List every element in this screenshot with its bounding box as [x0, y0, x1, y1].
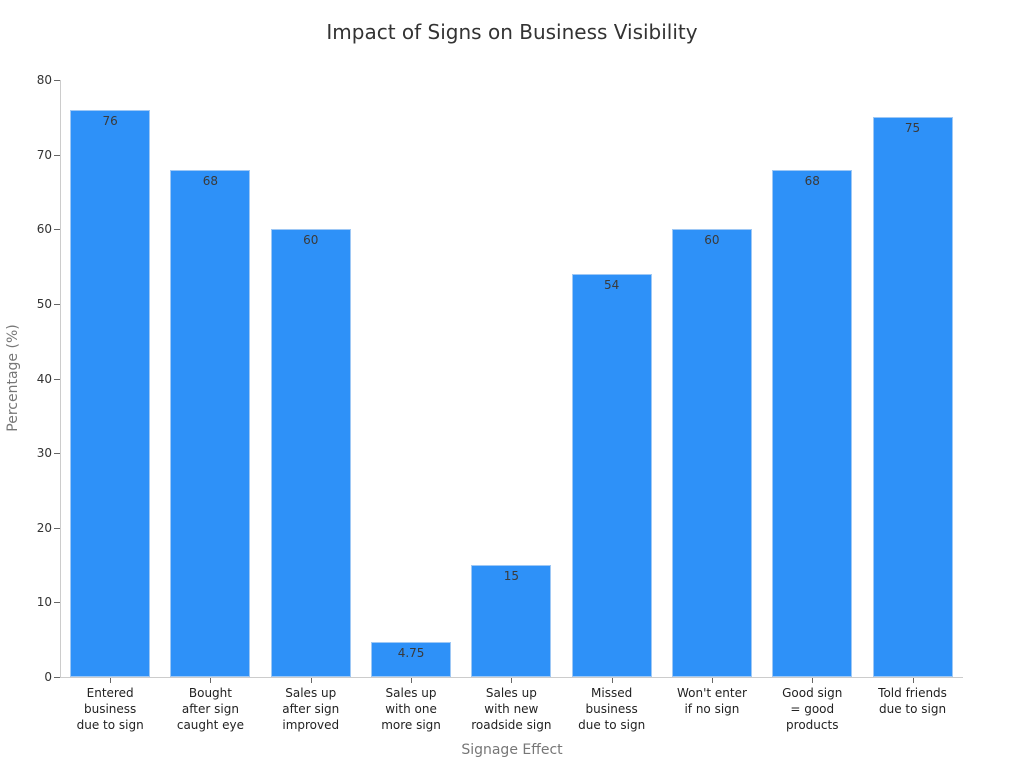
x-tick-label: Good sign = good products [782, 686, 843, 732]
bar-value-label: 68 [804, 173, 820, 188]
x-tick-label: Won't enter if no sign [676, 686, 747, 716]
y-tick [54, 154, 60, 156]
bar-value-label: 68 [202, 173, 219, 188]
y-tick-label: 60 [36, 222, 52, 237]
y-tick-label: 50 [36, 296, 52, 311]
y-tick-label: 30 [36, 446, 52, 461]
y-tick-label: 10 [36, 595, 52, 610]
y-tick [54, 677, 60, 678]
x-tick-label: Missed business due to sign [578, 686, 646, 732]
x-tick [812, 678, 814, 683]
bar[interactable] [671, 229, 752, 677]
bar-value-label: 4.75 [397, 645, 425, 660]
x-tick-label: Entered business due to sign [76, 686, 144, 732]
y-tick [54, 229, 60, 231]
bar[interactable] [571, 274, 652, 677]
x-axis-label: Signage Effect [461, 742, 563, 758]
x-tick-label: Sales up after sign improved [282, 686, 340, 732]
x-tick-label: Told friends due to sign [878, 686, 947, 716]
y-tick-label: 0 [44, 670, 52, 684]
bar[interactable] [371, 641, 452, 677]
bar-value-label: 54 [604, 278, 620, 293]
x-tick [411, 678, 413, 683]
y-tick [54, 453, 60, 455]
chart-title: Impact of Signs on Business Visibility [326, 20, 698, 44]
bar[interactable] [872, 117, 953, 677]
bar[interactable] [170, 169, 251, 677]
y-tick [54, 527, 60, 529]
x-tick [511, 678, 513, 683]
y-tick [54, 602, 60, 604]
x-axis-line [60, 677, 963, 678]
y-tick-label: 80 [36, 73, 52, 87]
y-tick-label: 40 [36, 371, 52, 386]
bar[interactable] [270, 229, 351, 677]
x-tick [611, 678, 613, 683]
bar[interactable] [70, 109, 151, 677]
x-tick [210, 678, 212, 683]
bar-value-label: 75 [904, 121, 921, 136]
x-tick-label: Sales up with new roadside sign [471, 686, 552, 732]
bar-value-label: 60 [704, 233, 720, 248]
x-tick [912, 678, 914, 683]
y-axis-line [60, 80, 61, 677]
y-tick [54, 378, 60, 380]
bar[interactable] [471, 565, 552, 677]
x-tick [110, 678, 112, 683]
bar[interactable] [772, 169, 853, 677]
x-tick [310, 678, 312, 683]
y-tick-label: 70 [36, 147, 52, 162]
bar-value-label: 76 [102, 113, 118, 128]
y-tick [54, 303, 60, 305]
x-tick [711, 678, 713, 683]
bar-value-label: 15 [503, 569, 519, 584]
x-tick-label: Bought after sign caught eye [176, 686, 245, 732]
x-tick-label: Sales up with one more sign [381, 686, 441, 732]
y-tick [54, 80, 60, 81]
bar-value-label: 60 [303, 233, 319, 248]
y-tick-label: 20 [36, 520, 52, 535]
